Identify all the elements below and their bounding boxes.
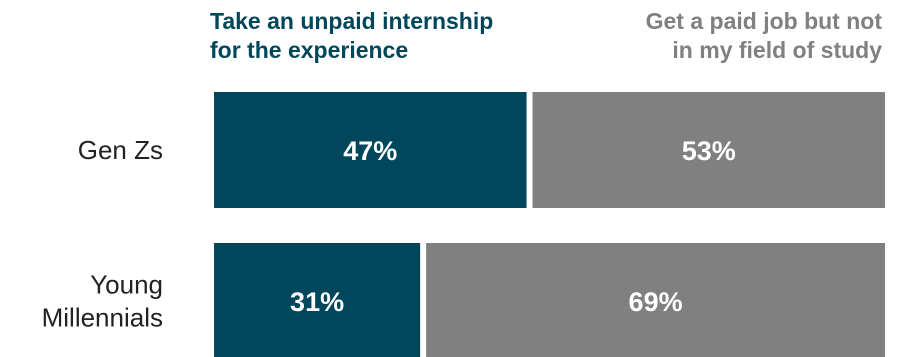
legend: Take an unpaid internship for the experie… [210,8,882,63]
legend-series-2-line: in my field of study [672,37,882,63]
legend-series-1: Take an unpaid internship for the experie… [210,8,493,63]
category-label-line: Gen Zs [78,135,163,165]
bar-series-1 [214,243,421,357]
legend-series-2: Get a paid job but not in my field of stu… [646,8,883,63]
category-label-line: Young [90,270,163,300]
bar-series-2 [426,243,885,357]
legend-series-1-line: Take an unpaid internship [210,8,493,34]
bars: 47% 53% 31% 69% [214,92,885,357]
legend-series-1-line: for the experience [210,37,408,63]
data-label-series-2: 53% [682,136,736,166]
bar-series-1 [214,92,527,208]
data-label-series-1: 47% [343,136,397,166]
data-label-series-1: 31% [290,287,344,317]
category-label: Gen Zs [78,135,163,165]
category-labels: Gen Zs Young Millennials [42,135,163,333]
category-label: Young Millennials [42,270,163,333]
data-label-series-2: 69% [629,287,683,317]
bar-series-2 [532,92,885,208]
category-label-line: Millennials [42,303,163,333]
legend-series-2-line: Get a paid job but not [646,8,883,34]
